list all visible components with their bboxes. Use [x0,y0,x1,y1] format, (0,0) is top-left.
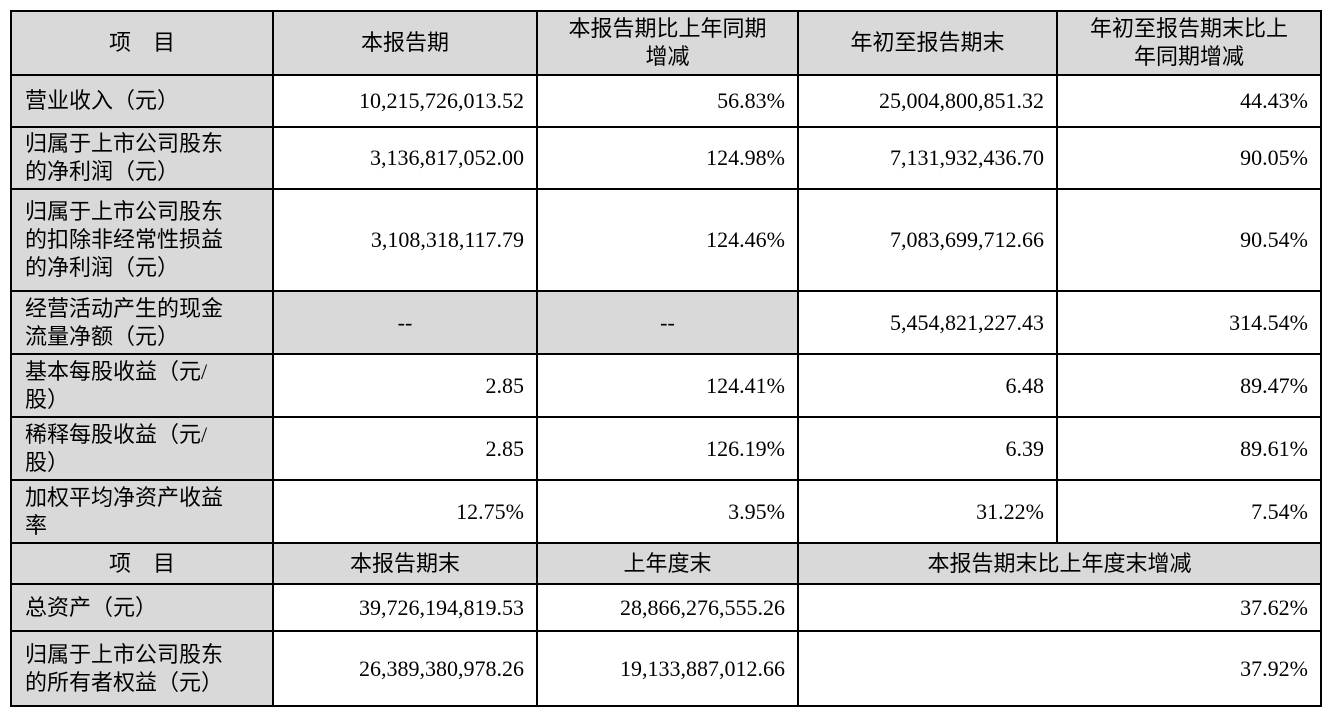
ytd-yoy-change-value: 90.54% [1056,188,1322,293]
current-period-value: -- [272,290,538,356]
table-row-total-assets: 总资产（元） 39,726,194,819.53 28,866,276,555.… [10,583,1322,633]
col-header-ytd-yoy: 年初至报告期末比上 年同期增减 [1056,10,1322,76]
ytd-yoy-change-value: 44.43% [1056,74,1322,128]
current-period-value: 2.85 [272,416,538,482]
yoy-change-value: 124.46% [536,188,799,293]
period-end-change-value: 37.92% [797,630,1322,708]
ytd-value: 7,083,699,712.66 [797,188,1058,293]
col-header-current-period: 本报告期 [272,10,538,76]
current-period-value: 10,215,726,013.52 [272,74,538,128]
table-header-row-2: 项 目 本报告期末 上年度末 本报告期末比上年度末增减 [10,542,1322,586]
ytd-yoy-change-value: 89.61% [1056,416,1322,482]
col-header-item: 项 目 [10,10,274,76]
col-header-period-end: 本报告期末 [272,542,538,586]
yoy-change-value: 124.41% [536,353,799,419]
period-end-value: 26,389,380,978.26 [272,630,538,708]
table-row-basic-eps: 基本每股收益（元/ 股） 2.85 124.41% 6.48 89.47% [10,353,1322,419]
ytd-value: 31.22% [797,479,1058,545]
ytd-value: 6.39 [797,416,1058,482]
table-row-net-profit-excl-nonrecurring: 归属于上市公司股东 的扣除非经常性损益 的净利润（元） 3,108,318,11… [10,188,1322,293]
yoy-change-value: 3.95% [536,479,799,545]
yoy-change-value: 126.19% [536,416,799,482]
row-label: 归属于上市公司股东 的净利润（元） [10,125,274,191]
ytd-value: 6.48 [797,353,1058,419]
row-label: 归属于上市公司股东 的所有者权益（元） [10,630,274,708]
row-label: 稀释每股收益（元/ 股） [10,416,274,482]
col-header-period-end-change: 本报告期末比上年度末增减 [797,542,1322,586]
ytd-yoy-change-value: 7.54% [1056,479,1322,545]
ytd-yoy-change-value: 89.47% [1056,353,1322,419]
col-header-ytd: 年初至报告期末 [797,10,1058,76]
current-period-value: 12.75% [272,479,538,545]
ytd-yoy-change-value: 90.05% [1056,125,1322,191]
ytd-value: 25,004,800,851.32 [797,74,1058,128]
row-label: 加权平均净资产收益 率 [10,479,274,545]
table-row-equity-attributable: 归属于上市公司股东 的所有者权益（元） 26,389,380,978.26 19… [10,630,1322,708]
table-row-weighted-avg-roe: 加权平均净资产收益 率 12.75% 3.95% 31.22% 7.54% [10,479,1322,545]
row-label: 基本每股收益（元/ 股） [10,353,274,419]
current-period-value: 3,136,817,052.00 [272,125,538,191]
current-period-value: 2.85 [272,353,538,419]
ytd-value: 5,454,821,227.43 [797,290,1058,356]
period-end-change-value: 37.62% [797,583,1322,633]
col-header-current-period-yoy: 本报告期比上年同期 增减 [536,10,799,76]
row-label: 经营活动产生的现金 流量净额（元） [10,290,274,356]
table-header-row-1: 项 目 本报告期 本报告期比上年同期 增减 年初至报告期末 年初至报告期末比上 … [10,10,1322,76]
row-label: 营业收入（元） [10,74,274,128]
ytd-value: 7,131,932,436.70 [797,125,1058,191]
table-row-net-profit: 归属于上市公司股东 的净利润（元） 3,136,817,052.00 124.9… [10,125,1322,191]
col-header-item-2: 项 目 [10,542,274,586]
col-header-prior-year-end: 上年度末 [536,542,799,586]
table-row-revenue: 营业收入（元） 10,215,726,013.52 56.83% 25,004,… [10,74,1322,128]
quarterly-financials-table: 项 目 本报告期 本报告期比上年同期 增减 年初至报告期末 年初至报告期末比上 … [10,10,1322,708]
prior-year-end-value: 19,133,887,012.66 [536,630,799,708]
prior-year-end-value: 28,866,276,555.26 [536,583,799,633]
current-period-value: 3,108,318,117.79 [272,188,538,293]
yoy-change-value: -- [536,290,799,356]
ytd-yoy-change-value: 314.54% [1056,290,1322,356]
table-row-diluted-eps: 稀释每股收益（元/ 股） 2.85 126.19% 6.39 89.61% [10,416,1322,482]
period-end-value: 39,726,194,819.53 [272,583,538,633]
yoy-change-value: 124.98% [536,125,799,191]
yoy-change-value: 56.83% [536,74,799,128]
table-row-operating-cash-flow: 经营活动产生的现金 流量净额（元） -- -- 5,454,821,227.43… [10,290,1322,356]
row-label: 总资产（元） [10,583,274,633]
row-label: 归属于上市公司股东 的扣除非经常性损益 的净利润（元） [10,188,274,293]
